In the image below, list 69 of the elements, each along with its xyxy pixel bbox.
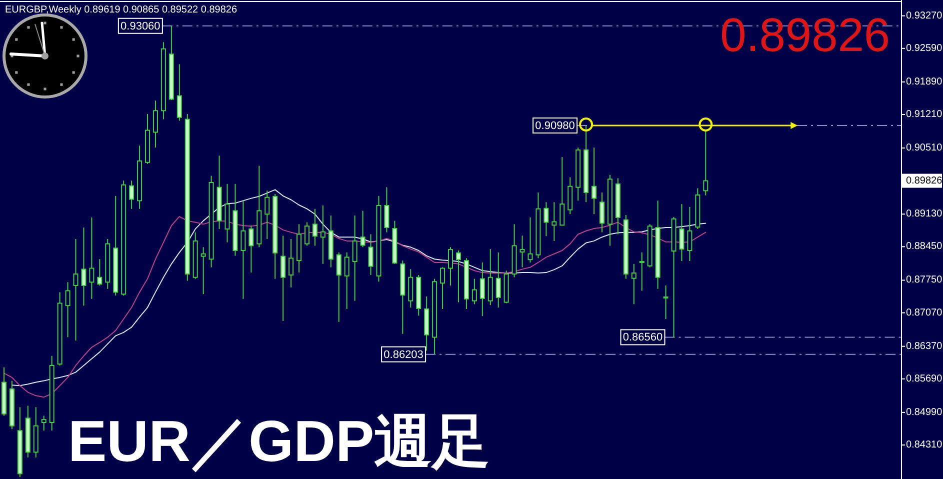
y-tick-label: 0.85690 [906,373,943,384]
candlestick [352,215,358,302]
candlestick [440,266,446,310]
ref-line-label: 0.93060 [120,20,160,32]
candlestick [552,202,557,242]
candlestick [592,147,597,215]
candlestick [65,282,70,338]
candlestick [408,268,414,308]
candlestick [544,202,549,237]
candlestick [176,64,182,122]
candlestick [152,100,158,148]
candlestick [288,238,294,288]
candlestick [248,225,254,274]
candlestick [599,192,604,233]
text: 0.89826 [906,175,943,186]
candlestick [679,204,684,262]
candlestick [568,176,573,215]
y-tick-label: 0.92590 [906,42,943,54]
candlestick [520,235,525,268]
candlestick [336,252,342,322]
candlestick [304,222,310,246]
y-tick-label: 0.87070 [906,307,943,318]
ref-line-label: 0.86203 [384,348,424,361]
candlestick [528,216,533,263]
candlestick [488,248,493,306]
candlestick [384,186,390,233]
candlestick [368,234,374,276]
candlestick [320,204,326,264]
y-tick-label: 0.90510 [906,142,943,154]
line-series [11,189,706,386]
candlestick [264,190,270,240]
line-series [3,216,706,398]
y-tick-label: 0.88450 [906,241,943,252]
candlestick [639,252,644,292]
candlestick [41,415,46,432]
candlestick [280,235,286,322]
y-tick-label: 0.93270 [906,10,943,22]
annotation: 0.89826 [720,8,890,61]
candlestick [129,180,134,210]
y-tick-label: 0.84990 [906,406,943,418]
candlestick [631,263,636,305]
y-tick-label: 0.91210 [906,108,943,120]
y-tick-label: 0.89130 [906,208,943,220]
text: EURGBP,Weekly 0.89619 0.90865 0.89522 0.89826 [5,4,238,16]
annotation: EUR／GDP週足 [68,409,490,474]
candlestick [89,216,94,300]
ref-line-label: 0.90980 [535,120,575,132]
candlestick [480,262,485,317]
y-tick-label: 0.87750 [906,274,943,286]
candlestick [360,210,366,248]
candlestick [97,258,102,286]
candlestick [81,227,86,306]
candlestick [456,250,461,303]
candlestick [472,278,477,305]
candlestick [240,200,246,300]
candlestick [687,206,692,262]
y-tick-label: 0.84310 [906,439,943,450]
candlestick [496,252,501,308]
y-tick-label: 0.91890 [906,76,943,88]
candlestick [312,208,318,246]
ref-line-label: 0.86560 [622,332,663,344]
candlestick [344,252,350,310]
candlestick [560,156,565,226]
candlestick [73,238,78,342]
candlestick [703,130,708,196]
candlestick [448,246,453,286]
candlestick [200,246,206,295]
candlestick [663,284,668,320]
y-tick-label: 0.86370 [906,340,943,352]
